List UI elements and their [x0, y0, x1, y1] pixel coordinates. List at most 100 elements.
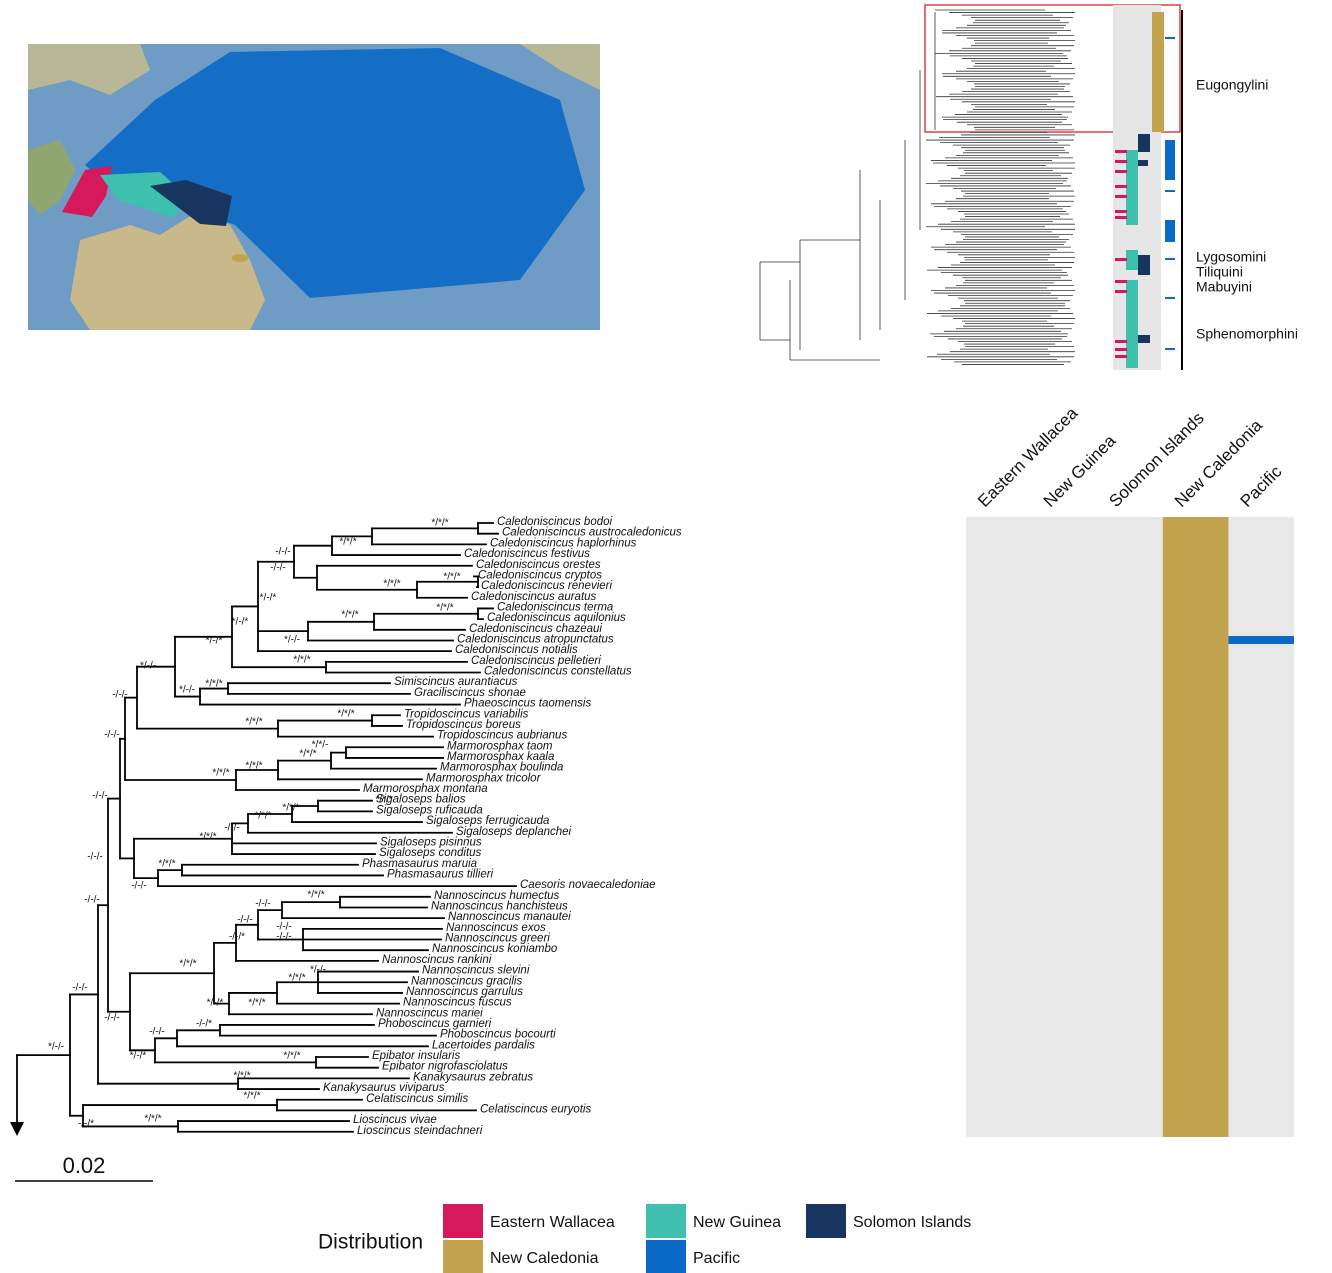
overview-strip: [1165, 37, 1175, 39]
support-label: -/-/-: [224, 823, 240, 834]
clade-label: Eugongylini: [1196, 77, 1268, 93]
support-label: -/-/-: [87, 852, 103, 863]
support-label: -/-/-: [112, 690, 128, 701]
overview-strip: [1115, 195, 1127, 198]
overview-strip: [1115, 150, 1127, 153]
overview-strip: [1115, 290, 1127, 293]
figure: 0.02 Distribution Eugongylini LygosominiT…: [0, 0, 1332, 1273]
overview-strip: [1138, 255, 1150, 275]
arrow-head: [10, 1122, 24, 1136]
support-label: */*/*: [179, 959, 196, 970]
support-label: */*/*: [199, 832, 216, 843]
support-label: -/-/-: [92, 791, 108, 802]
support-label: */*/*: [383, 579, 400, 590]
support-label: */-/*: [260, 593, 277, 604]
overview-strip: [1115, 348, 1127, 351]
overview-strip: [1152, 12, 1164, 132]
support-label: -/-/-: [149, 1027, 165, 1038]
overview-strip: [1115, 170, 1127, 173]
support-label: */-/-: [140, 661, 156, 672]
clade-label: Sphenomorphini: [1196, 326, 1298, 342]
tip-label: Celatiscincus similis: [366, 1093, 468, 1105]
support-label: */*/*: [341, 610, 358, 621]
overview-strip: [1165, 297, 1175, 299]
support-label: */*/*: [245, 717, 262, 728]
support-label: -/-/-: [84, 895, 100, 906]
column-header: Pacific: [1237, 462, 1286, 511]
support-label: */-/*: [232, 617, 249, 628]
heatmap-cell: [1163, 517, 1229, 1137]
legend-swatch: [806, 1204, 846, 1238]
support-label: */*/*: [248, 998, 265, 1009]
support-label: */*/*: [282, 803, 299, 814]
support-label: */*/*: [436, 603, 453, 614]
heatmap-cell: [1228, 636, 1294, 644]
tip-label: Celatiscincus euryotis: [480, 1103, 591, 1115]
support-label: -/-/-: [72, 983, 88, 994]
support-label: */-/-: [310, 965, 326, 976]
support-label: */*/*: [299, 749, 316, 760]
overview-strip: [1115, 210, 1127, 213]
support-label: */*/*: [144, 1114, 161, 1125]
support-label: */*/*: [307, 890, 324, 901]
overview-strip: [1115, 160, 1127, 163]
support-label: -/-/-: [104, 730, 120, 741]
map: [28, 44, 600, 330]
legend-swatch: [443, 1204, 483, 1238]
support-label: -/-/-: [255, 899, 271, 910]
support-label: */*/*: [283, 1051, 300, 1062]
support-label: -/-/-: [270, 563, 286, 574]
page: 0.02 Distribution Eugongylini LygosominiT…: [0, 0, 1332, 1273]
support-label: */*/*: [293, 655, 310, 666]
tip-label: Lioscincus steindachneri: [357, 1125, 483, 1137]
overview-strip: [1115, 216, 1127, 219]
overview-strip: [1115, 355, 1127, 358]
support-label: */*/*: [245, 761, 262, 772]
scale-label: 0.02: [63, 1153, 106, 1178]
clade-label: Tiliquini: [1196, 264, 1243, 280]
clade-label: Mabuyini: [1196, 279, 1252, 295]
overview-strip: [1165, 140, 1175, 180]
overview-strip: [1165, 258, 1175, 260]
support-label: */*/*: [205, 679, 222, 690]
legend-label: New Caledonia: [490, 1250, 599, 1267]
overview-strip: [1138, 134, 1150, 152]
support-label: -/-/-: [276, 932, 292, 943]
legend-label: New Guinea: [693, 1214, 781, 1231]
support-label: */-/*: [206, 636, 223, 647]
legend-label: Eastern Wallacea: [490, 1214, 615, 1231]
support-label: -/-/-: [275, 547, 291, 558]
overview-strip: [1126, 280, 1138, 368]
support-label: -/-/*: [78, 1119, 94, 1130]
heatmap-bg: [966, 517, 1294, 1137]
overview-strip: [1165, 348, 1175, 350]
support-label: */-/*: [130, 1051, 147, 1062]
support-label: */*/*: [443, 572, 460, 583]
support-label: */-/-: [284, 635, 300, 646]
legend-label: Solomon Islands: [853, 1214, 971, 1231]
support-label: */*/*: [337, 709, 354, 720]
support-label: */-/-: [48, 1042, 64, 1053]
support-label: */*/*: [431, 518, 448, 529]
support-label: -/-/-: [131, 881, 147, 892]
support-label: */-/*: [207, 998, 224, 1009]
support-label: -/-/-: [104, 1013, 120, 1024]
support-label: */*/*: [158, 859, 175, 870]
overview-strip: [1115, 340, 1127, 343]
support-label: -/-/-: [237, 915, 253, 926]
support-label: */*/*: [233, 1071, 250, 1082]
support-label: */*/*: [339, 537, 356, 548]
support-label: */*/*: [212, 768, 229, 779]
legend-label: Pacific: [693, 1250, 740, 1267]
legend-swatch: [646, 1240, 686, 1273]
support-label: */*/*: [243, 1091, 260, 1102]
support-label: */*/*: [375, 795, 392, 806]
overview-strip: [1138, 160, 1148, 166]
support-label: */-/-: [179, 685, 195, 696]
overview-strip: [1165, 220, 1175, 242]
overview-strip: [1165, 190, 1175, 192]
legend-swatch: [443, 1240, 483, 1273]
legend-title: Distribution: [318, 1231, 423, 1254]
clade-label: Lygosomini: [1196, 249, 1266, 265]
overview-strip: [1115, 280, 1127, 283]
